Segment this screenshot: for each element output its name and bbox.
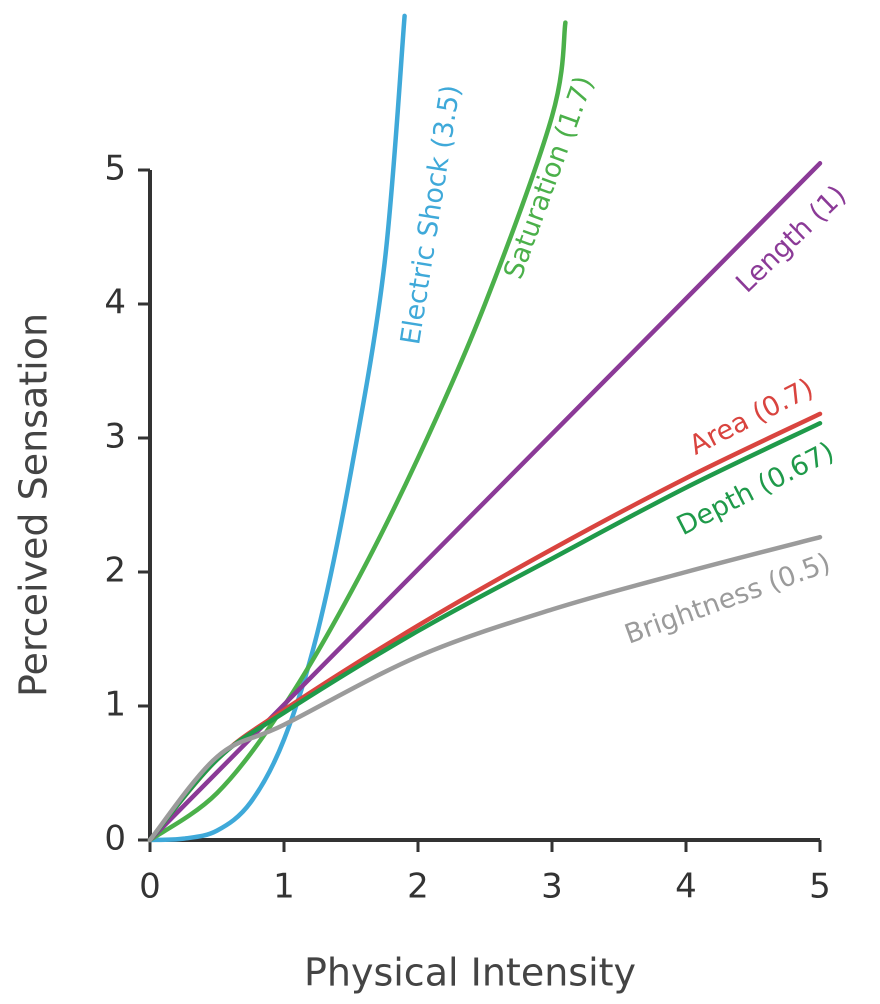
y-tick-label: 5 bbox=[104, 149, 126, 189]
x-tick-label: 3 bbox=[541, 867, 563, 907]
x-axis-title: Physical Intensity bbox=[304, 951, 636, 995]
curve-label: Electric Shock (3.5) bbox=[395, 83, 467, 347]
y-tick-label: 1 bbox=[104, 685, 126, 725]
series-line bbox=[147, 411, 823, 843]
y-axis-title: Perceived Sensation bbox=[12, 313, 56, 697]
x-tick-label: 0 bbox=[139, 867, 161, 907]
y-tick-label: 2 bbox=[104, 551, 126, 591]
curve-label: Length (1) bbox=[730, 180, 852, 300]
curve-label: Saturation (1.7) bbox=[498, 72, 600, 283]
y-tick-label: 3 bbox=[104, 417, 126, 457]
x-tick-label: 1 bbox=[273, 867, 295, 907]
series-line bbox=[147, 20, 568, 843]
series-line bbox=[147, 13, 407, 843]
x-tick-label: 5 bbox=[809, 867, 831, 907]
y-tick-label: 4 bbox=[104, 283, 126, 323]
y-tick-label: 0 bbox=[104, 819, 126, 859]
series-line bbox=[147, 161, 823, 843]
x-tick-label: 4 bbox=[675, 867, 697, 907]
series-line bbox=[147, 534, 823, 843]
x-tick-label: 2 bbox=[407, 867, 429, 907]
